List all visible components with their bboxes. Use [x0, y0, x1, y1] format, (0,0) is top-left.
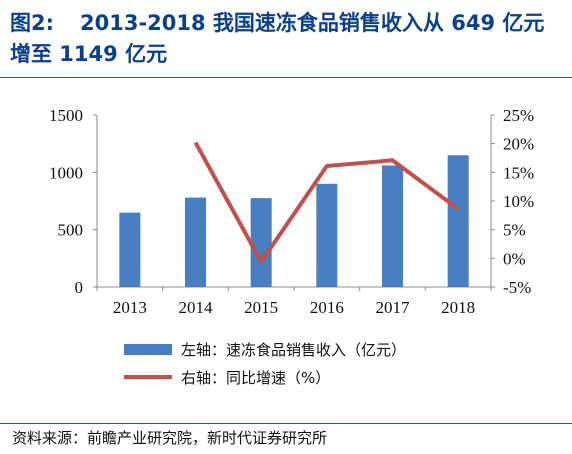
right-axis-tick-label: 10%: [503, 192, 534, 211]
legend: 左轴：速冻食品销售收入（亿元） 右轴：同比增速（%）: [124, 341, 406, 387]
x-axis-tick-label: 2017: [376, 298, 411, 317]
right-axis-tick-label: 15%: [503, 163, 534, 182]
legend-line-label: 右轴：同比增速（%）: [181, 369, 330, 387]
x-axis-tick-label: 2015: [244, 298, 278, 317]
right-axis-tick-label: 5%: [503, 221, 526, 240]
x-axis-tick-label: 2014: [179, 298, 214, 317]
legend-bar-label: 左轴：速冻食品销售收入（亿元）: [181, 341, 406, 359]
bar: [382, 165, 403, 287]
plot-area: 0 500 1000 1500 -5% 0% 5% 10% 15% 20% 25% 2013 2014 2…: [49, 106, 534, 317]
x-axis-tick-label: 2013: [113, 298, 147, 317]
left-axis-tick-label: 0: [75, 278, 84, 297]
source-note: 资料来源：前瞻产业研究院，新时代证券研究所: [12, 429, 328, 447]
bar: [185, 197, 206, 287]
bar: [316, 183, 338, 287]
x-axis-tick-label: 2018: [441, 298, 475, 317]
bar: [119, 212, 141, 287]
legend-bar-swatch: [124, 344, 172, 355]
top-divider: [0, 77, 572, 78]
bottom-divider: [0, 423, 572, 424]
right-axis-tick-label: 20%: [503, 135, 534, 154]
left-axis-tick-label: 1500: [49, 106, 83, 125]
figure-title: 图2: 2013-2018 我国速冻食品销售收入从 649 亿元增至 1149 亿…: [10, 8, 562, 70]
right-axis-tick-label: 25%: [503, 106, 534, 125]
right-axis-tick-label: -5%: [503, 278, 531, 297]
left-axis-tick-label: 500: [58, 221, 84, 240]
figure-title-text: 2013-2018 我国速冻食品销售收入从 649 亿元增至 1149 亿元: [10, 11, 545, 66]
figure-label: 图2:: [10, 11, 55, 35]
right-axis-tick-label: 0%: [503, 249, 526, 268]
bar: [447, 155, 469, 287]
bar: [250, 198, 272, 287]
left-axis-tick-label: 1000: [49, 163, 83, 182]
x-axis-tick-label: 2016: [310, 298, 344, 317]
